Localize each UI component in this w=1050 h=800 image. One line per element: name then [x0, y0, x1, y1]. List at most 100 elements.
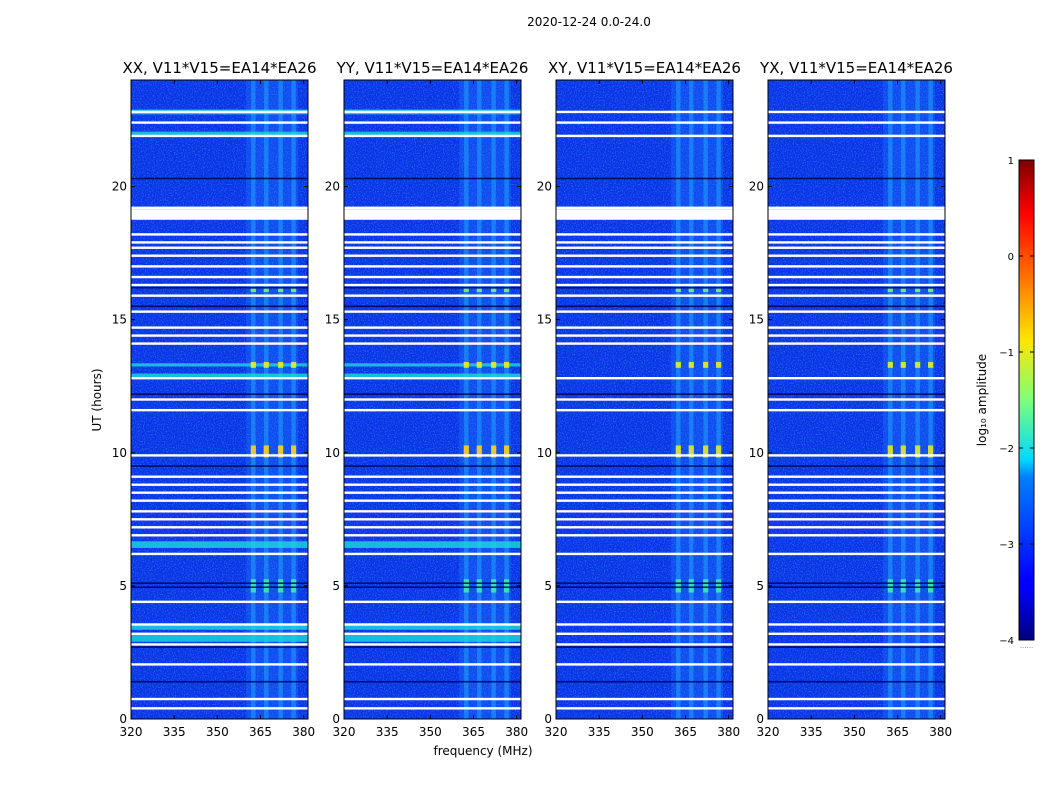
event-2-ch2	[688, 361, 694, 368]
flag-row-25	[768, 294, 945, 297]
flag-row-35	[344, 134, 521, 138]
flag-row-19	[768, 398, 945, 401]
dark-row-6	[556, 582, 733, 585]
flag-row-25	[556, 294, 733, 297]
colorbar-tick-label: −2	[999, 444, 1014, 455]
event-1-ch2	[476, 445, 482, 458]
flag-row-36	[131, 121, 308, 124]
flag-row-19	[556, 398, 733, 401]
dark-row-6	[344, 582, 521, 585]
flag-block	[344, 209, 521, 220]
flag-row-10	[556, 526, 733, 529]
flag-row-11	[344, 518, 521, 521]
colorbar-label: log₁₀ amplitude	[975, 354, 989, 446]
colorbar-footnote: ......	[1020, 642, 1033, 650]
dark-row-6	[768, 582, 945, 585]
colorbar: 1 0 −1 −2 −3 −4 log₁₀ amplitude......	[975, 156, 1035, 650]
rfi-row-5	[344, 541, 521, 548]
x-tick-label: 320	[757, 725, 780, 739]
flag-row-2	[556, 697, 733, 701]
rfi-row-2	[344, 131, 521, 135]
flag-row-17	[768, 454, 945, 457]
event-3-ch3	[915, 288, 921, 292]
x-tick-label: 350	[631, 725, 654, 739]
flag-row-32	[556, 233, 733, 236]
flag-row-13	[556, 499, 733, 502]
y-tick-label: 20	[537, 180, 552, 194]
flag-row-17	[344, 454, 521, 457]
y-tick-label: 5	[544, 579, 552, 593]
y-tick-label: 10	[112, 446, 127, 460]
dark-row-3	[131, 305, 308, 308]
flag-row-16	[344, 475, 521, 478]
flag-row-23	[556, 326, 733, 329]
y-tick-label: 0	[544, 712, 552, 726]
y-tick-label: 10	[325, 446, 340, 460]
x-axis-label: frequency (MHz)	[433, 744, 532, 758]
flag-row-10	[131, 526, 308, 529]
panel-title: YY, V11*V15=EA14*EA26	[336, 59, 529, 77]
event-3-ch1	[250, 288, 256, 292]
flag-row-20	[556, 377, 733, 380]
rfi-row-3	[131, 363, 308, 367]
flag-row-31	[131, 241, 308, 244]
dark-row-2	[131, 286, 308, 289]
flag-row-25	[131, 294, 308, 297]
flag-row-12	[344, 510, 521, 513]
flag-row-31	[556, 241, 733, 244]
panel-frame	[767, 79, 946, 720]
event-3-ch2	[688, 288, 694, 292]
flag-row-5	[556, 632, 733, 635]
x-tick-label: 350	[419, 725, 442, 739]
event-2-ch4	[504, 361, 510, 368]
panel-title: YX, V11*V15=EA14*EA26	[759, 59, 953, 77]
event-2-ch1	[463, 361, 469, 368]
flag-row-7	[768, 600, 945, 604]
event-1-ch2	[688, 445, 694, 458]
flag-row-18	[344, 408, 521, 412]
event-1-ch1	[250, 445, 256, 458]
rfi-row-7	[344, 633, 521, 642]
flag-row-24	[131, 310, 308, 313]
flag-row-25	[344, 294, 521, 297]
event-2-ch3	[915, 361, 921, 368]
panel-frame	[130, 79, 309, 720]
flag-row-34	[556, 206, 733, 209]
flag-block	[131, 209, 308, 220]
y-tick-label: 15	[325, 313, 340, 327]
event-4-ch2	[476, 579, 482, 593]
event-1-ch3	[915, 445, 921, 458]
flag-row-11	[768, 518, 945, 521]
dark-row-4	[768, 393, 945, 395]
y-tick-label: 15	[749, 313, 764, 327]
dark-row-7	[556, 586, 733, 589]
flag-row-6	[131, 623, 308, 626]
event-4-ch1	[463, 579, 469, 593]
flag-row-20	[131, 377, 308, 380]
flag-row-30	[556, 246, 733, 249]
event-3-ch3	[703, 288, 709, 292]
y-tick-label: 5	[119, 579, 127, 593]
flag-row-5	[344, 632, 521, 635]
flag-row-26	[768, 283, 945, 287]
x-tick-label: 365	[886, 725, 909, 739]
y-tick-label: 10	[537, 446, 552, 460]
flag-row-32	[768, 233, 945, 236]
flag-row-31	[768, 241, 945, 244]
event-2-ch4	[291, 361, 297, 368]
dark-row-1	[131, 177, 308, 180]
flag-row-12	[131, 510, 308, 513]
colorbar-tick-label: 1	[1008, 156, 1014, 167]
event-4-ch4	[504, 579, 510, 593]
y-axis-label: UT (hours)	[90, 368, 104, 431]
dark-row-4	[556, 393, 733, 395]
event-3-ch4	[716, 288, 722, 292]
flag-row-37	[131, 110, 308, 114]
flag-row-2	[344, 697, 521, 701]
flag-row-23	[768, 326, 945, 329]
event-4-ch2	[263, 579, 269, 593]
flag-row-27	[768, 275, 945, 279]
flag-row-16	[131, 475, 308, 478]
flag-row-23	[131, 326, 308, 329]
rfi-row-2	[131, 131, 308, 135]
